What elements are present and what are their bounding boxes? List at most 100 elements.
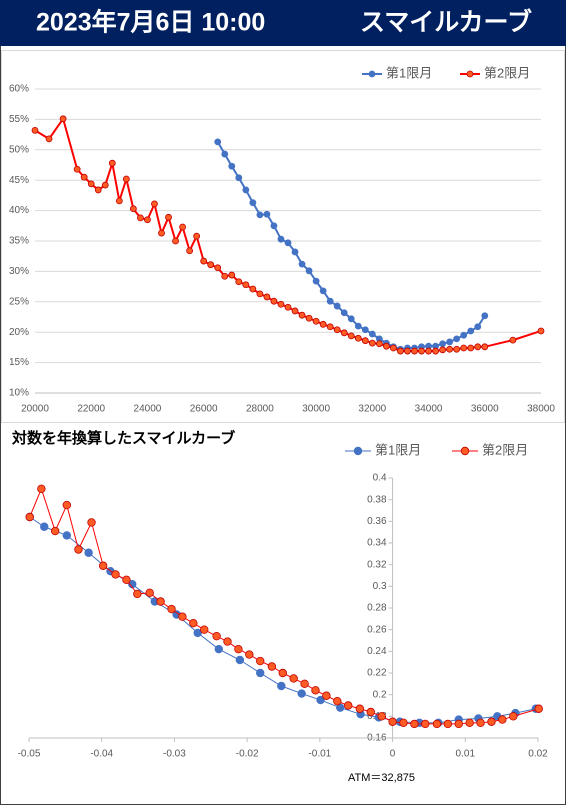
y-tick-label: 0.22: [367, 668, 387, 679]
y-tick-label: 30%: [9, 266, 29, 277]
marker: [228, 162, 236, 170]
header-date: 2023年7月6日 10:00: [36, 8, 265, 37]
marker: [144, 216, 151, 224]
marker: [446, 338, 454, 346]
marker: [221, 150, 229, 158]
marker: [487, 717, 496, 726]
marker: [316, 695, 325, 705]
marker: [443, 719, 453, 729]
marker: [62, 500, 72, 510]
marker: [31, 126, 39, 134]
marker: [94, 186, 102, 194]
annotation: ATM＝32,875: [348, 772, 415, 784]
marker: [361, 326, 369, 334]
x-tick-label: 38000: [527, 404, 555, 415]
marker: [368, 330, 376, 338]
x-tick-label: -0.01: [308, 749, 331, 760]
legend-label: 第2限月: [482, 442, 528, 457]
marker: [270, 297, 278, 305]
marker: [498, 715, 507, 724]
marker: [509, 336, 517, 344]
marker: [249, 199, 257, 207]
marker: [312, 277, 320, 285]
y-tick-label: 0.32: [367, 559, 387, 570]
marker: [305, 267, 313, 275]
marker: [193, 628, 202, 638]
marker: [312, 317, 320, 325]
x-tick-label: 32000: [358, 404, 386, 415]
y-tick-label: 0.2: [373, 689, 387, 700]
marker: [390, 344, 397, 352]
marker: [284, 303, 292, 311]
marker: [298, 260, 306, 268]
marker: [377, 712, 386, 721]
y-tick-label: 35%: [9, 236, 29, 247]
x-tick-label: -0.04: [90, 749, 113, 760]
marker: [115, 197, 123, 205]
marker: [235, 655, 245, 665]
marker: [25, 512, 34, 522]
marker: [366, 707, 375, 717]
marker: [347, 332, 355, 340]
header-title: スマイルカーブ: [360, 8, 532, 37]
chart-frame: [1, 50, 565, 423]
marker: [111, 570, 120, 579]
marker: [375, 340, 383, 348]
marker: [467, 344, 475, 352]
x-tick-label: -0.02: [236, 749, 259, 760]
marker: [84, 548, 93, 557]
marker: [45, 135, 53, 143]
marker: [167, 604, 176, 614]
y-tick-label: 60%: [9, 84, 29, 95]
marker: [453, 345, 461, 353]
marker: [300, 679, 309, 689]
marker: [221, 272, 229, 280]
marker: [333, 326, 341, 334]
marker: [388, 717, 397, 726]
y-tick-label: 0.36: [367, 516, 387, 527]
marker: [228, 271, 236, 279]
marker: [354, 322, 362, 330]
y-tick-label: 0.26: [367, 624, 387, 635]
y-tick-label: 0.38: [367, 494, 387, 505]
marker: [256, 668, 265, 678]
marker: [267, 662, 277, 671]
marker: [158, 229, 165, 237]
marker: [454, 719, 463, 729]
marker: [122, 575, 131, 585]
x-tick-label: 34000: [415, 404, 443, 415]
marker: [347, 315, 355, 323]
marker: [474, 323, 482, 331]
marker: [165, 213, 172, 221]
marker: [200, 257, 208, 265]
marker: [278, 668, 287, 678]
marker: [193, 232, 201, 240]
x-tick-label: 0.02: [528, 749, 548, 760]
marker: [256, 656, 265, 666]
marker: [460, 344, 468, 352]
marker: [40, 522, 49, 531]
marker: [156, 597, 165, 606]
marker: [178, 612, 187, 621]
marker: [74, 545, 83, 554]
marker: [108, 159, 116, 167]
marker: [534, 704, 543, 713]
marker: [249, 285, 257, 293]
marker: [98, 561, 108, 570]
marker: [256, 211, 264, 219]
x-tick-label: 30000: [302, 404, 330, 415]
marker: [355, 704, 365, 713]
marker: [467, 327, 475, 335]
marker: [87, 518, 96, 527]
y-tick-label: 10%: [9, 388, 29, 399]
marker: [270, 222, 278, 230]
marker: [311, 686, 320, 695]
marker: [481, 312, 489, 320]
x-tick-label: 28000: [246, 404, 274, 415]
marker: [399, 718, 408, 728]
marker: [186, 247, 194, 255]
marker: [80, 173, 88, 181]
marker: [474, 343, 482, 351]
marker: [481, 343, 489, 351]
marker: [263, 210, 271, 218]
